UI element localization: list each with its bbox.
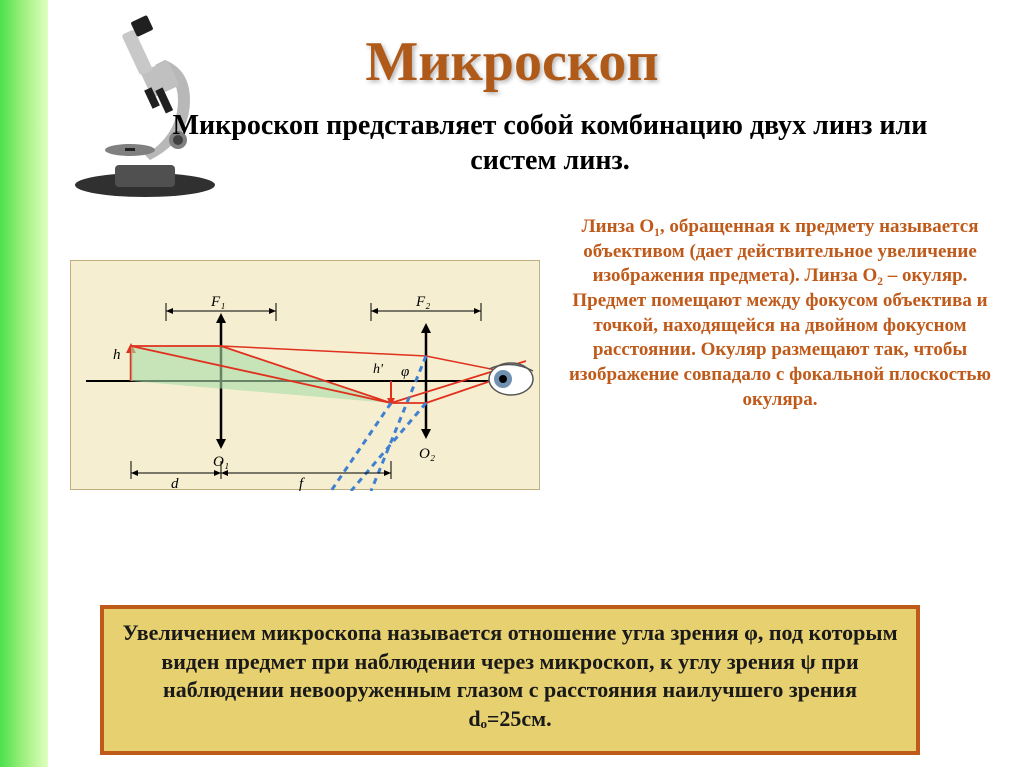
definition-box: Увеличением микроскопа называется отноше…	[100, 605, 920, 755]
label-h1: h'	[373, 362, 384, 377]
page-title: Микроскоп	[0, 30, 1024, 94]
label-f1: F₁	[210, 294, 225, 310]
description-text: Линза О₁, обращенная к предмету называет…	[565, 215, 995, 413]
label-f: f	[299, 476, 305, 491]
label-d: d	[171, 476, 179, 491]
decorative-stripe	[0, 0, 48, 767]
subtitle-text: Микроскоп представляет собой комбинацию …	[150, 108, 950, 178]
label-phi: φ	[401, 364, 409, 380]
label-h: h	[113, 347, 121, 363]
optical-diagram: h O₁ F₁ O₂ F₂ h'	[70, 260, 540, 490]
label-o2: O₂	[419, 446, 435, 462]
label-f2: F₂	[415, 294, 430, 310]
